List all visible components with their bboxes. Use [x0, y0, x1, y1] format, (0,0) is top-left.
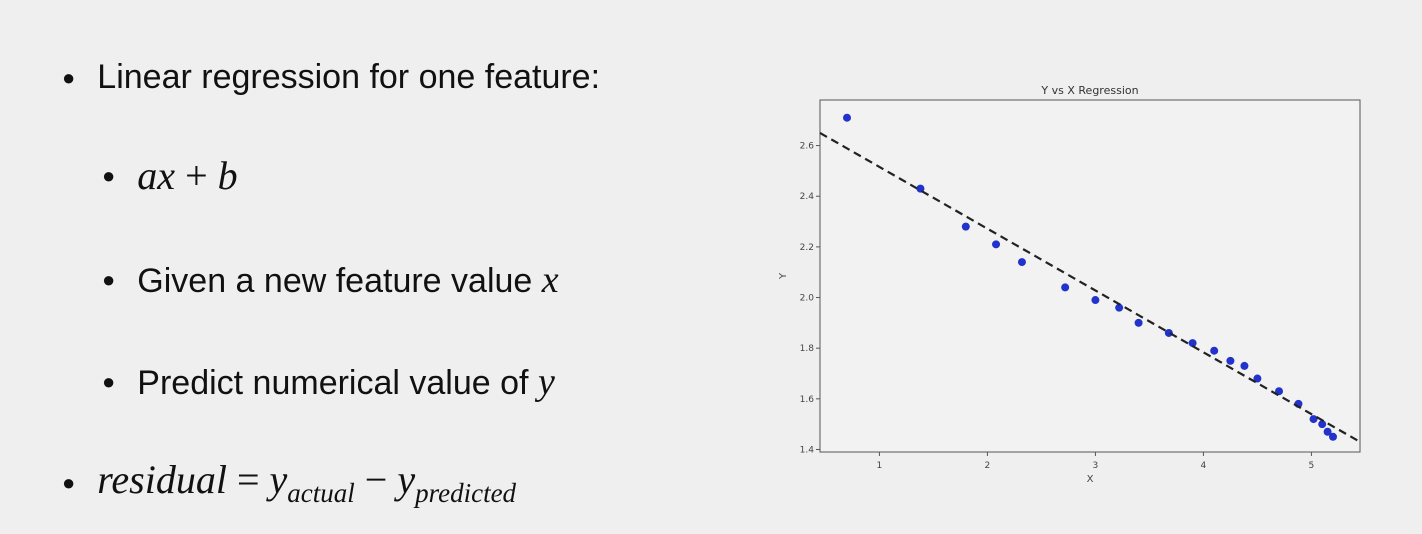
x-tick-label: 4 — [1201, 461, 1207, 471]
y-tick-label: 2.2 — [800, 243, 814, 253]
bullet-given-feature: ● Given a new feature value x — [102, 258, 559, 302]
y-axis-label: Y — [778, 272, 789, 280]
data-point — [1188, 339, 1197, 348]
predict-text: Predict numerical value of — [137, 364, 538, 402]
given-text: Given a new feature value — [137, 262, 542, 300]
formula-ax-plus-b: ax + b — [137, 152, 237, 199]
x-tick-label: 1 — [877, 461, 883, 471]
y-tick-label: 2.0 — [800, 294, 815, 304]
bullet-linear-regression: ● Linear regression for one feature: — [62, 58, 600, 97]
data-point — [1164, 328, 1173, 337]
formula-ax: ax — [137, 153, 176, 198]
data-point — [1240, 361, 1249, 370]
bullet-text: Predict numerical value of y — [137, 360, 555, 404]
residual-minus: − — [354, 457, 398, 502]
data-point — [1091, 296, 1100, 305]
bullet-dot: ● — [102, 162, 116, 188]
bullet-dot: ● — [102, 267, 116, 292]
y-tick-label: 1.8 — [800, 344, 815, 354]
residual-y-predicted: y — [397, 457, 416, 502]
data-point — [843, 113, 851, 122]
chart-svg: Y vs X Regression 1 2 3 4 5 1.4 1.6 1.8 2.0 2.2 2.4… — [778, 84, 1361, 485]
formula-b: b — [217, 153, 238, 198]
regression-chart: Y vs X Regression 1 2 3 4 5 1.4 1.6 1.8 2.0 2.2 2.4… — [760, 76, 1370, 496]
data-point — [1253, 374, 1262, 383]
bullet-formula: ● ax + b — [102, 152, 238, 199]
data-point — [1017, 258, 1026, 267]
y-tick-label: 1.4 — [800, 445, 815, 455]
data-point — [1323, 427, 1332, 436]
residual-sub-predicted: predicted — [415, 478, 517, 508]
x-tick-label: 2 — [985, 461, 991, 471]
residual-sub-actual: actual — [287, 478, 355, 508]
data-point — [961, 222, 970, 231]
data-point — [1115, 303, 1124, 312]
residual-word: residual — [97, 457, 227, 502]
data-point — [1061, 283, 1070, 292]
chart-title: Y vs X Regression — [1040, 84, 1138, 97]
data-point — [1309, 415, 1318, 424]
data-point — [1329, 432, 1337, 441]
bullet-dot: ● — [102, 369, 116, 394]
bullet-dot: ● — [62, 469, 76, 495]
x-tick-label: 3 — [1093, 461, 1099, 471]
y-tick-label: 2.6 — [800, 142, 815, 152]
residual-y-actual: y — [269, 457, 288, 502]
given-var-x: x — [541, 259, 559, 301]
data-point — [992, 240, 1001, 249]
residual-formula: residual = yactual − ypredicted — [97, 456, 516, 509]
bullet-residual: ● residual = yactual − ypredicted — [62, 456, 516, 509]
data-point — [1134, 318, 1143, 327]
data-point — [1210, 346, 1219, 355]
y-tick-label: 1.6 — [800, 395, 815, 405]
bullet-text: Given a new feature value x — [137, 258, 558, 302]
plot-frame — [819, 99, 1361, 453]
formula-plus: + — [175, 153, 218, 198]
data-point — [1226, 356, 1235, 365]
data-point — [1318, 420, 1327, 429]
predict-var-y: y — [537, 361, 555, 403]
y-tick-label: 2.4 — [800, 192, 815, 202]
bullet-dot: ● — [62, 64, 76, 90]
x-axis-label: X — [1087, 474, 1094, 485]
bullet-text: Linear regression for one feature: — [97, 58, 601, 96]
x-tick-label: 5 — [1309, 461, 1315, 471]
residual-equals: = — [226, 457, 270, 502]
bullet-predict: ● Predict numerical value of y — [102, 360, 555, 404]
